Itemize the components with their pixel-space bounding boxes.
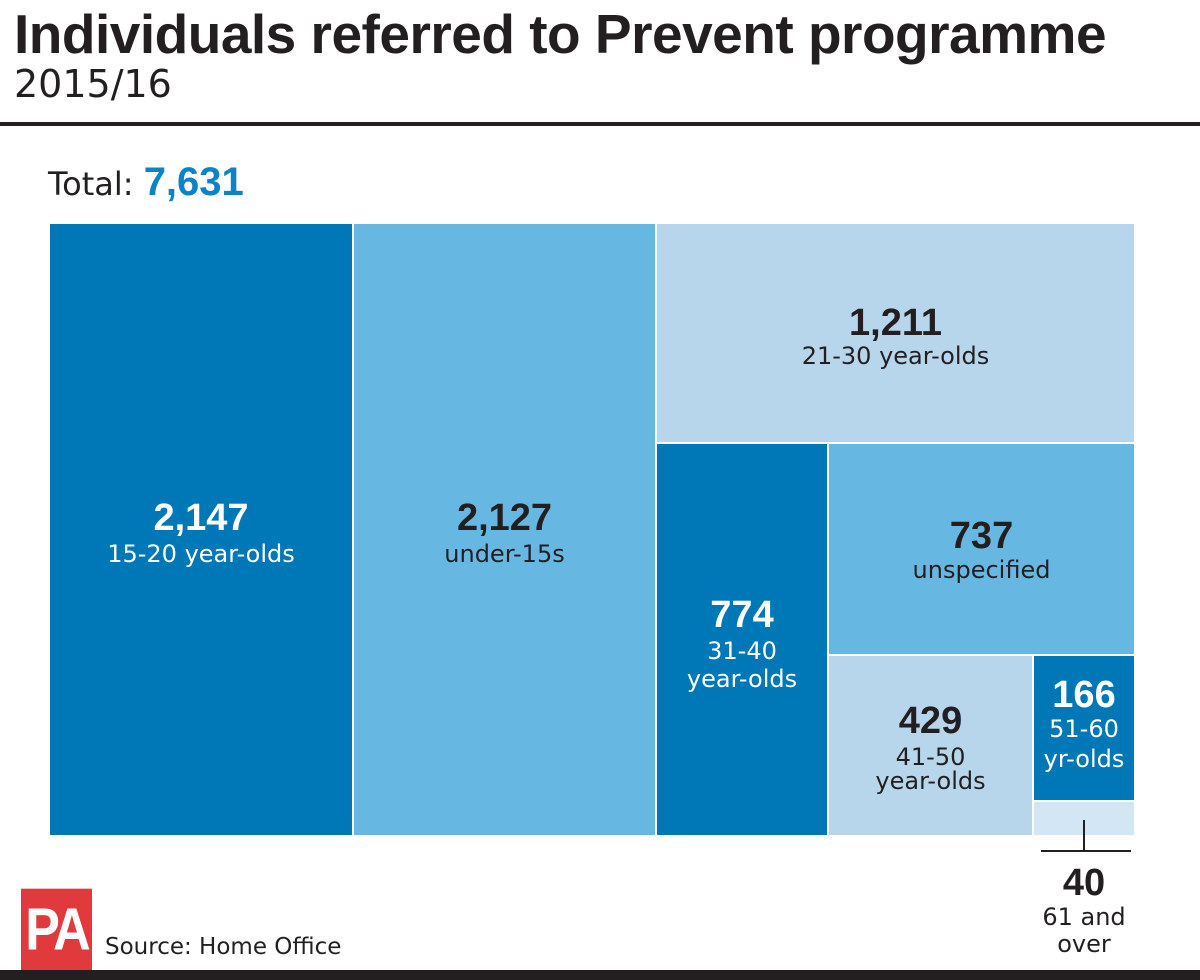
total: Total: 7,631 [48,160,244,205]
cell-category-label: year-olds [875,767,985,795]
cell-category-label: 61 and [1042,903,1125,931]
treemap-cell [829,656,1032,835]
treemap-cell [657,224,1134,442]
cell-value-label: 774 [710,594,773,636]
treemap-cell [50,224,352,835]
cell-category-label: 21-30 year-olds [802,342,990,370]
cell-category-label: unspecified [913,556,1051,584]
cell-value-label: 2,127 [457,497,552,539]
cell-value-label: 166 [1052,674,1115,716]
cell-value-label: 737 [950,515,1013,557]
cell-value-label: 2,147 [153,497,248,539]
cell-category-label: 41-50 [896,743,966,771]
cell-value-label: 429 [899,700,962,742]
treemap-cell [1034,656,1134,800]
header-rule [0,122,1200,126]
chart-title: Individuals referred to Prevent programm… [14,3,1107,65]
cell-category-label: yr-olds [1044,745,1125,773]
source-note: Source: Home Office [105,934,342,960]
total-label: Total: [48,165,134,203]
pa-logo: PA [21,888,92,971]
treemap-cell [354,224,655,835]
cell-category-label: 31-40 [707,637,777,665]
footer-rule [0,970,1200,980]
cell-category-label: 15-20 year-olds [107,540,295,568]
cell-category-label: 51-60 [1049,715,1119,743]
treemap-cell [829,444,1134,654]
cell-category-label: over [1057,930,1111,958]
cell-category-label: year-olds [687,665,797,693]
treemap-cell [657,444,827,835]
chart-subtitle: 2015/16 [14,62,172,106]
cell-value-label: 1,211 [849,302,942,344]
total-value: 7,631 [143,160,244,204]
cell-category-label: under-15s [444,540,564,568]
cell-value-label: 40 [1063,862,1105,904]
